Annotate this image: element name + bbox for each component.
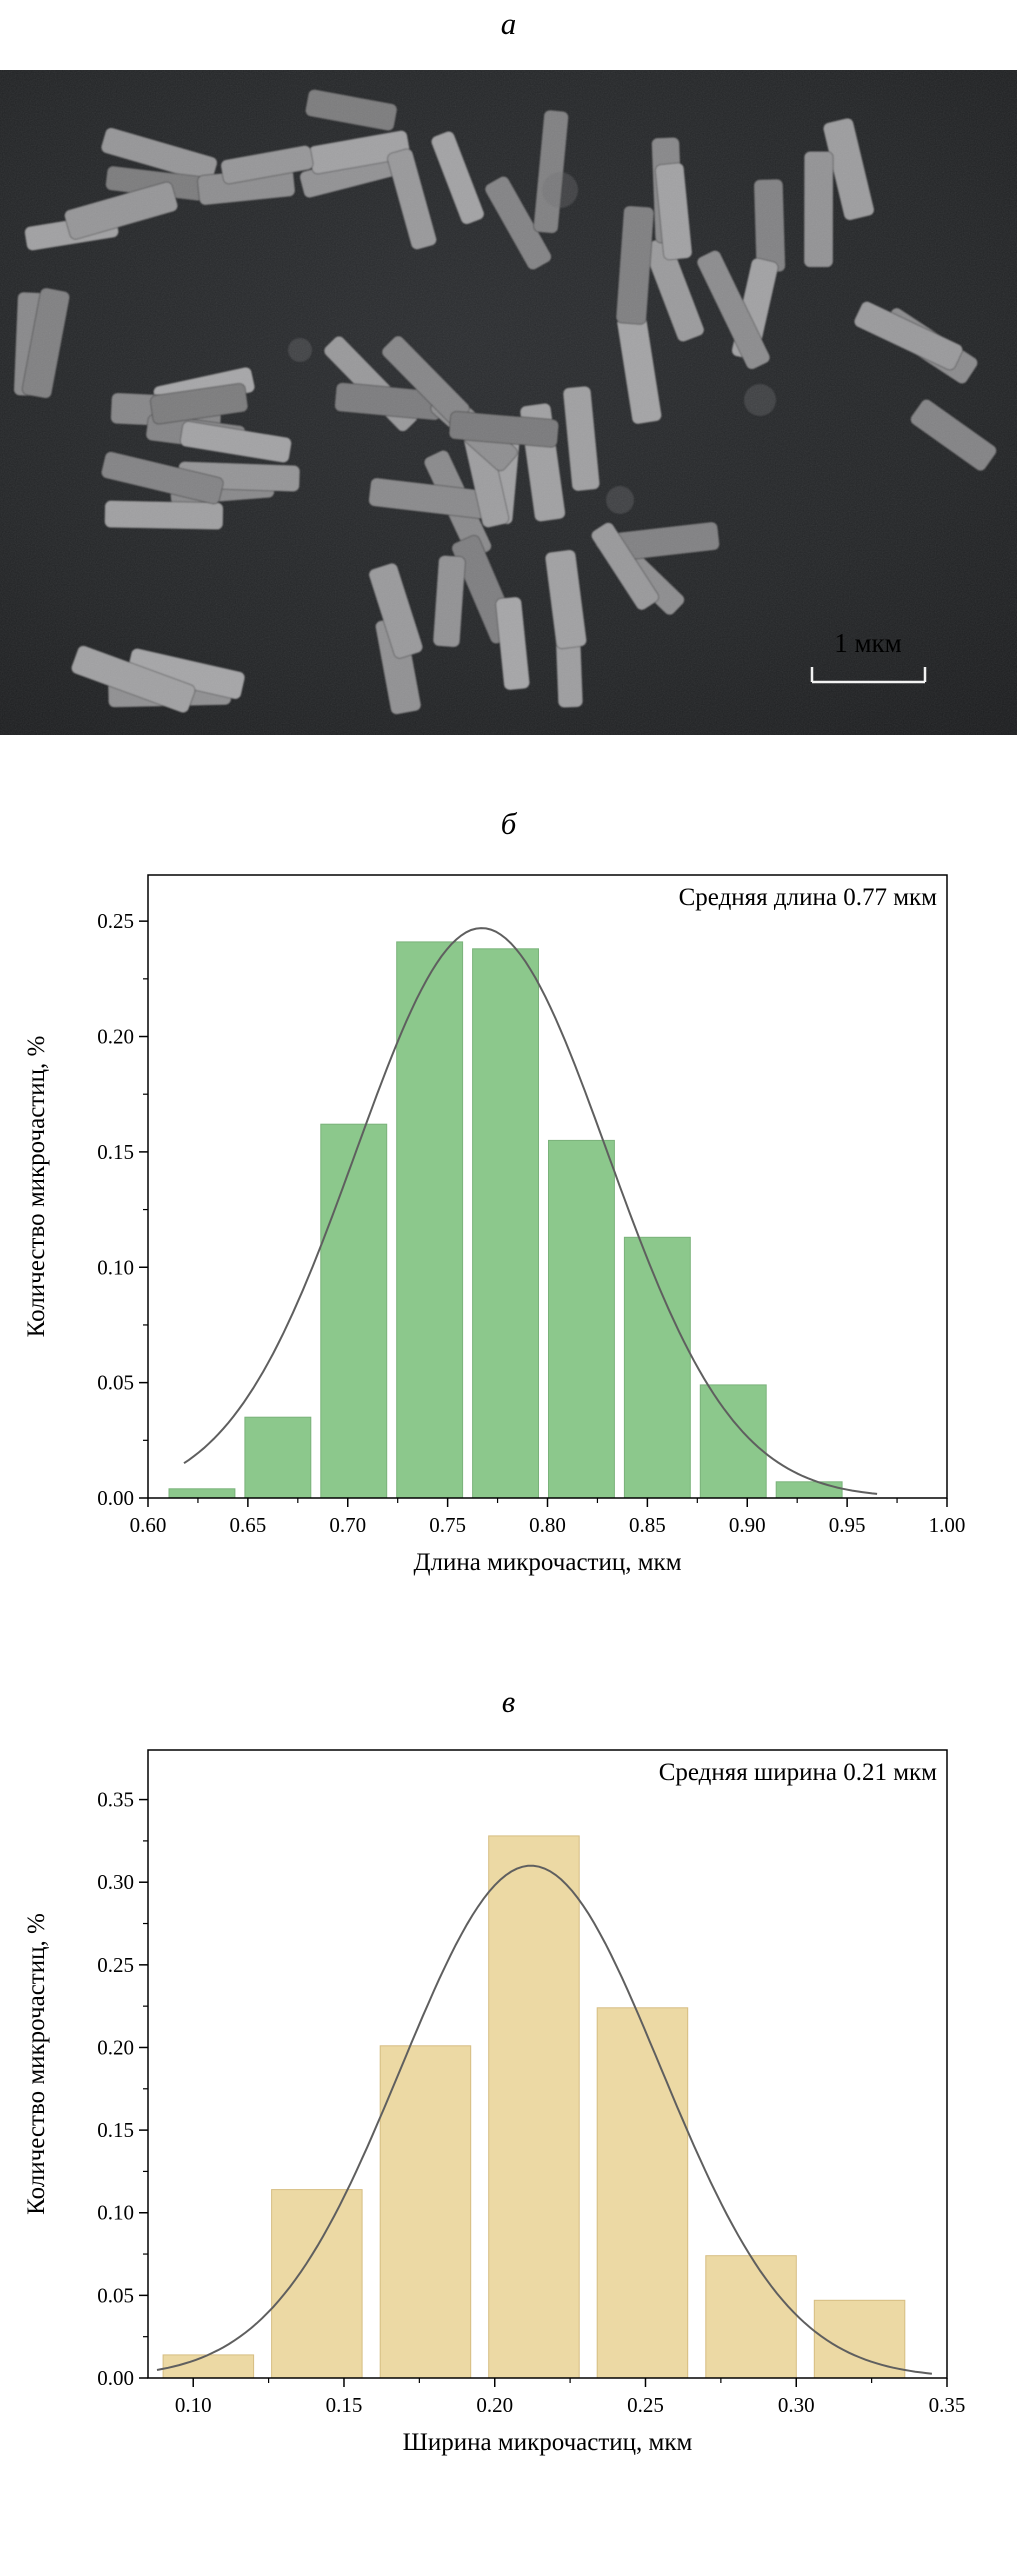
x-tick-label: 0.20 xyxy=(476,2393,513,2417)
histogram-bar xyxy=(472,948,540,1499)
x-tick-label: 1.00 xyxy=(929,1513,966,1537)
histogram-bar xyxy=(813,2299,906,2379)
x-tick-label: 0.95 xyxy=(829,1513,866,1537)
y-tick-label: 0.25 xyxy=(97,909,134,933)
y-tick-label: 0.10 xyxy=(97,2201,134,2225)
histogram-bar xyxy=(244,1416,312,1499)
histogram-bar xyxy=(168,1488,236,1499)
scale-bar: 1 мкм xyxy=(810,628,927,684)
histogram-bar xyxy=(699,1384,767,1499)
x-tick-label: 0.85 xyxy=(629,1513,666,1537)
x-tick-label: 0.65 xyxy=(230,1513,267,1537)
x-tick-label: 0.35 xyxy=(929,2393,966,2417)
x-tick-label: 0.30 xyxy=(778,2393,815,2417)
histogram-bar xyxy=(379,2045,472,2379)
panel-label-b: б xyxy=(500,806,517,841)
sem-micrograph: 1 мкм xyxy=(0,70,1017,735)
chart-width-histogram: 0.10 0.15 0.20 0.25 0.30 0.35 0.00 0.05 0.10 0.15… xyxy=(23,1749,966,2456)
histogram-bar xyxy=(623,1236,691,1499)
y-axis-title: Количество микрочастиц, % xyxy=(23,1036,50,1338)
y-axis-title: Количество микрочастиц, % xyxy=(23,1913,50,2215)
x-tick-label: 0.70 xyxy=(329,1513,366,1537)
y-tick-label: 0.05 xyxy=(97,2283,134,2307)
chart-length-histogram: 0.60 0.65 0.70 0.75 0.80 0.85 0.90 0.95 1.00 0.00… xyxy=(23,874,966,1576)
x-tick-label: 0.75 xyxy=(429,1513,466,1537)
gaussian-fit-curve xyxy=(183,927,878,1495)
y-tick-label: 0.25 xyxy=(97,1953,134,1977)
y-tick-label: 0.20 xyxy=(97,1025,134,1049)
y-tick-label: 0.00 xyxy=(97,1486,134,1510)
x-tick-label: 0.90 xyxy=(729,1513,766,1537)
histogram-bar xyxy=(596,2007,689,2379)
y-tick-label: 0.00 xyxy=(97,2366,134,2390)
y-tick-label: 0.20 xyxy=(97,2035,134,2059)
y-tick-label: 0.35 xyxy=(97,1788,134,1812)
histogram-bar xyxy=(548,1139,615,1499)
y-tick-label: 0.30 xyxy=(97,1870,134,1894)
x-tick-label: 0.25 xyxy=(627,2393,664,2417)
plot-frame xyxy=(147,1749,948,2379)
gaussian-fit-curve xyxy=(156,1864,933,2375)
plot-frame xyxy=(147,874,948,1499)
x-axis-title: Длина микрочастиц, мкм xyxy=(413,1549,681,1576)
x-tick-label: 0.15 xyxy=(326,2393,363,2417)
panel-label-v: в xyxy=(501,1684,516,1719)
x-tick-label: 0.80 xyxy=(529,1513,566,1537)
histogram-bar xyxy=(396,941,464,1499)
y-tick-label: 0.10 xyxy=(97,1255,134,1279)
y-tick-label: 0.05 xyxy=(97,1371,134,1395)
histogram-bar xyxy=(705,2255,797,2379)
y-tick-label: 0.15 xyxy=(97,1140,134,1164)
mean-annotation: Средняя длина 0.77 мкм xyxy=(679,884,938,911)
scale-bar-label: 1 мкм xyxy=(834,628,902,658)
histogram-bar xyxy=(775,1481,843,1499)
histogram-bar xyxy=(271,2189,363,2379)
histogram-bar xyxy=(488,1835,580,2379)
sem-noise-overlay xyxy=(0,70,1017,735)
x-tick-label: 0.10 xyxy=(175,2393,212,2417)
x-tick-label: 0.60 xyxy=(130,1513,167,1537)
x-axis-title: Ширина микрочастиц, мкм xyxy=(403,2429,693,2456)
y-tick-label: 0.15 xyxy=(97,2118,134,2142)
histogram-bar xyxy=(320,1123,388,1499)
panel-label-a: а xyxy=(500,6,517,41)
mean-annotation: Средняя ширина 0.21 мкм xyxy=(659,1759,937,1786)
